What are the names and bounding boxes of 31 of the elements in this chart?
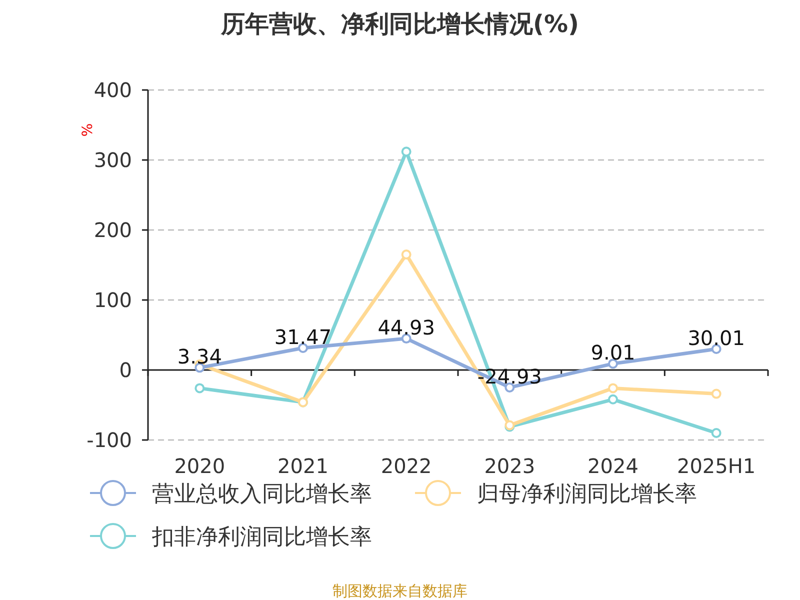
- text: 制图数据来自数据库: [332, 582, 468, 600]
- point: [711, 428, 722, 438]
- x-tick-label: 2024: [588, 454, 638, 478]
- data-label: -24.93: [477, 364, 542, 388]
- point: [194, 383, 205, 394]
- point: [608, 383, 618, 394]
- y-tick-label: -100: [86, 428, 132, 452]
- point: [711, 388, 722, 399]
- x-tick-label: 2021: [278, 454, 328, 478]
- y-tick-label: 0: [119, 358, 132, 382]
- data-label: 30.01: [688, 326, 745, 350]
- legend-label: 营业总收入同比增长率: [152, 482, 372, 507]
- x-tick-label: 2025H1: [676, 454, 756, 478]
- y-tick-label: 400: [94, 78, 132, 102]
- chart-title: 历年营收、净利同比增长情况(%): [220, 10, 579, 38]
- x-tick-label: 2022: [380, 454, 432, 478]
- y-tick-label: 300: [94, 148, 132, 172]
- y-tick-label: 100: [94, 288, 132, 312]
- point: [401, 146, 412, 157]
- data-label: 9.01: [590, 340, 636, 365]
- point: [401, 250, 412, 260]
- data-label: 31.47: [274, 324, 332, 349]
- x-tick-label: 2023: [484, 454, 536, 478]
- legend-label: 扣非净利润同比增长率: [151, 525, 372, 550]
- x-tick-label: 2020: [174, 454, 226, 478]
- y-tick-label: 200: [94, 218, 132, 242]
- data-label: 3.34: [177, 344, 222, 369]
- y-axis-title: %: [80, 123, 96, 137]
- legend-label: 归母净利润同比增长率: [477, 482, 697, 507]
- data-label: 44.93: [378, 316, 435, 340]
- point: [608, 394, 618, 404]
